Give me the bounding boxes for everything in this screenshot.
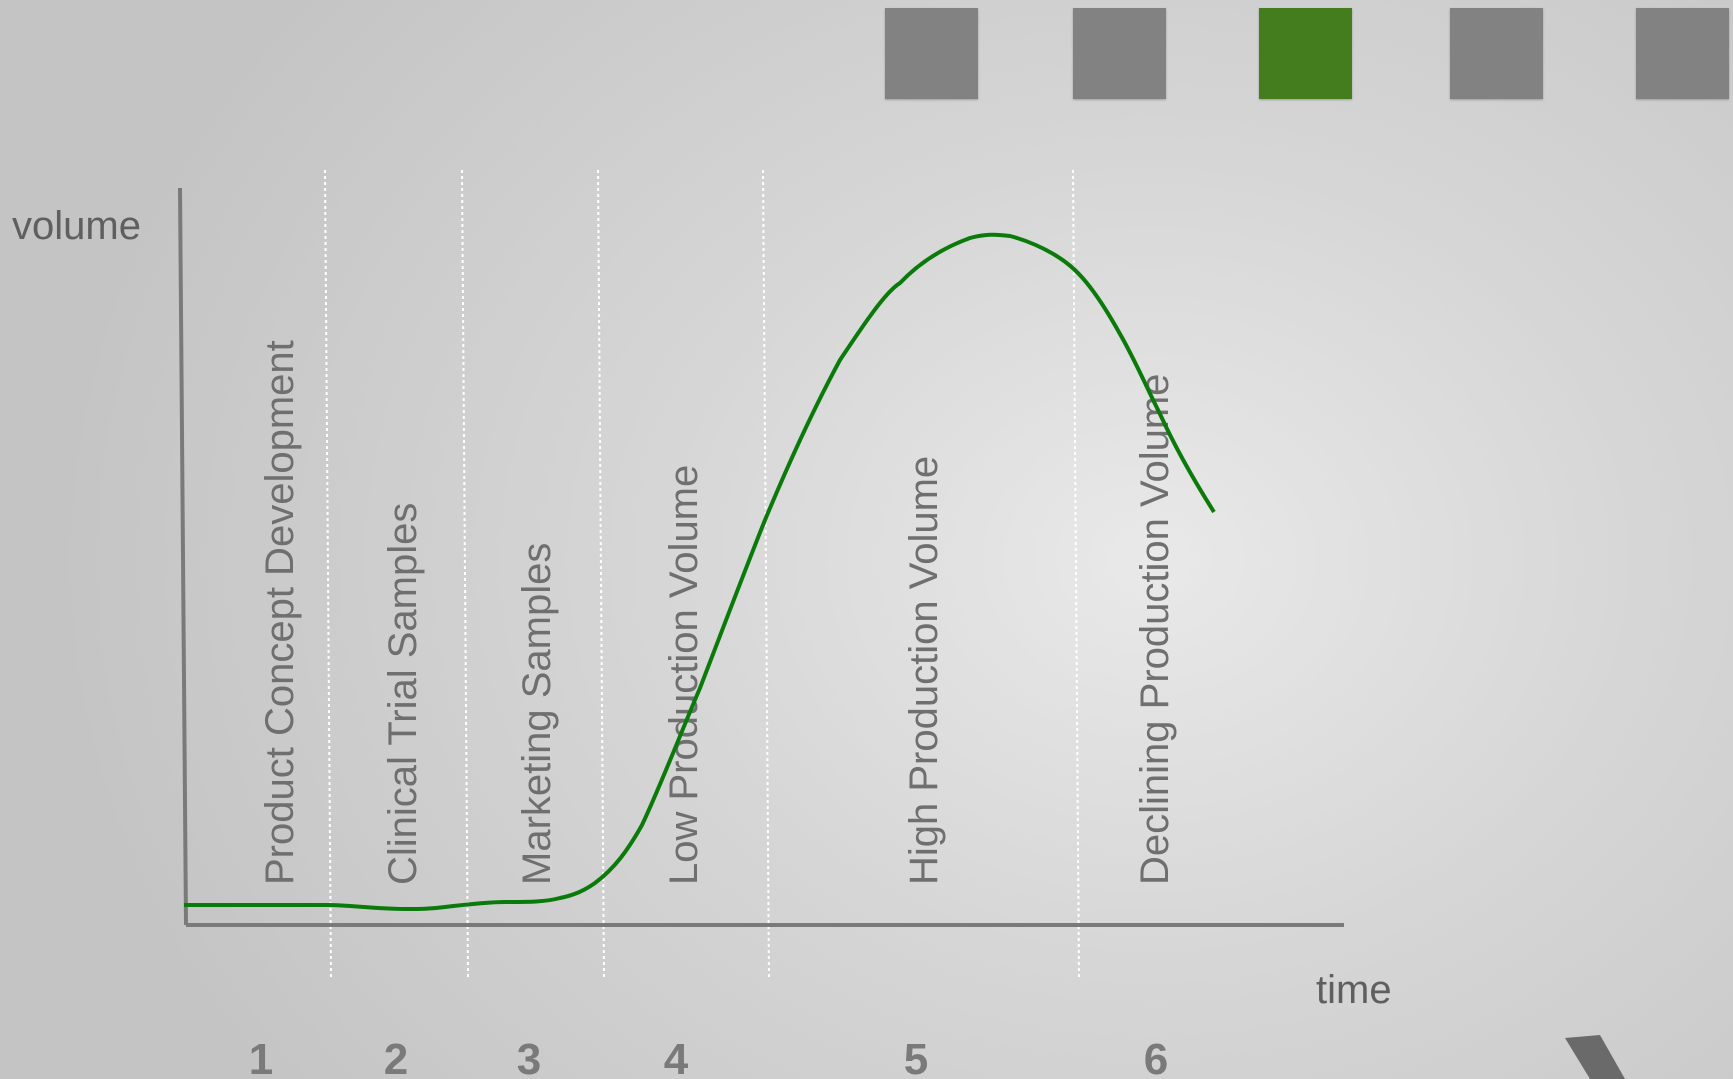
nav-square-2[interactable]: [1073, 8, 1166, 99]
nav-square-4[interactable]: [1450, 8, 1543, 99]
phase-label-1: Product Concept Development: [258, 340, 302, 885]
phase-divider-3: [597, 169, 605, 979]
phase-divider-1: [324, 169, 332, 979]
phase-number-3: 3: [517, 1035, 541, 1079]
x-axis-label: time: [1316, 968, 1392, 1012]
phase-number-5: 5: [904, 1035, 928, 1079]
phase-number-6: 6: [1144, 1035, 1168, 1079]
nav-square-5[interactable]: [1636, 8, 1729, 99]
phase-divider-2: [461, 169, 469, 979]
phase-divider-4: [762, 169, 770, 979]
phase-label-2: Clinical Trial Samples: [381, 503, 425, 885]
phase-number-2: 2: [384, 1035, 408, 1079]
phase-label-3: Marketing Samples: [515, 543, 559, 885]
phase-number-4: 4: [664, 1035, 689, 1079]
y-axis-label: volume: [12, 204, 141, 248]
nav-square-3[interactable]: [1259, 8, 1352, 99]
lifecycle-curve: [184, 232, 1216, 912]
phase-divider-5: [1072, 169, 1080, 979]
y-axis: [178, 187, 188, 926]
phase-label-4: Low Production Volume: [662, 465, 706, 885]
corner-decoration: [1565, 1035, 1625, 1079]
phase-number-1: 1: [249, 1035, 273, 1079]
phase-label-5: High Production Volume: [902, 456, 946, 885]
phase-label-6: Declining Production Volume: [1133, 374, 1177, 885]
phase-dividers: [324, 169, 1080, 979]
nav-square-1[interactable]: [885, 8, 978, 99]
